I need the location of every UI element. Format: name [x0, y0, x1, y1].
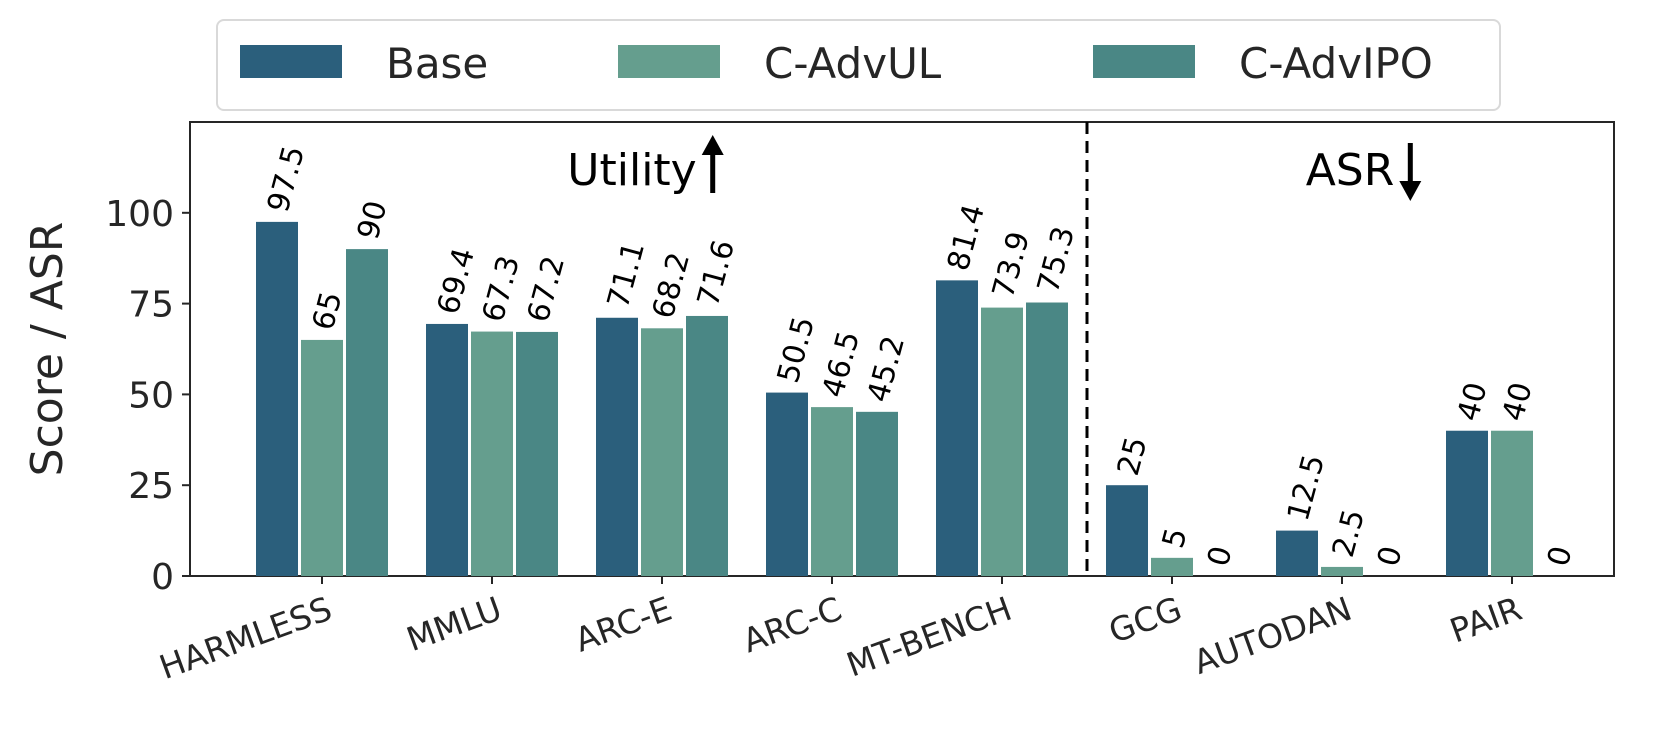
bar-base-mmlu: [426, 323, 468, 576]
y-tick-label: 25: [128, 466, 174, 507]
bar-c-advipo-harmless: [346, 249, 388, 576]
arrow-head: [1399, 181, 1422, 201]
bar-c-advul-arc-c: [811, 407, 853, 576]
bar-value-label: 67.3: [476, 252, 527, 326]
bar-value-label: 5: [1156, 524, 1195, 552]
bar-c-advul-autodan: [1321, 566, 1363, 576]
bar-c-advul-gcg: [1151, 557, 1193, 576]
y-tick-label: 0: [151, 557, 174, 598]
arrow-up-icon: [701, 135, 724, 193]
x-tick-label-arc-e: ARC-E: [570, 589, 677, 660]
bar-value-label: 69.4: [431, 244, 482, 318]
region-label-utility: Utility: [567, 145, 696, 196]
legend-swatch-base: [240, 45, 342, 78]
bar-value-label: 0: [1201, 543, 1240, 571]
bar-value-label: 2.5: [1326, 506, 1372, 561]
legend-swatch-c-advipo: [1093, 45, 1195, 78]
bar-c-advipo-mmlu: [516, 331, 558, 576]
bar-value-label: 46.5: [816, 328, 867, 402]
bar-value-label: 71.6: [691, 236, 742, 310]
x-tick-label-gcg: GCG: [1104, 589, 1187, 651]
bar-value-label: 67.2: [521, 252, 572, 326]
y-tick-label: 75: [128, 285, 174, 326]
bar-base-harmless: [256, 221, 298, 576]
bar-c-advul-harmless: [301, 339, 343, 576]
bar-base-mt-bench: [936, 280, 978, 576]
bar-value-label: 25: [1111, 433, 1155, 479]
bar-value-label: 71.1: [601, 238, 652, 312]
bar-c-advipo-arc-e: [686, 315, 728, 576]
bar-value-label: 90: [351, 197, 395, 243]
legend-label-c-advipo: C-AdvIPO: [1239, 39, 1433, 88]
bar-value-label: 12.5: [1281, 451, 1332, 525]
legend-swatch-c-advul: [618, 45, 720, 78]
bar-c-advul-mmlu: [471, 331, 513, 576]
bar-base-arc-c: [766, 392, 808, 576]
x-tick-label-arc-c: ARC-C: [738, 589, 847, 660]
bar-c-advul-arc-e: [641, 328, 683, 576]
bar-value-label: 45.2: [861, 332, 912, 406]
legend: Base C-AdvUL C-AdvIPO: [216, 19, 1501, 111]
arrow-head: [701, 135, 724, 155]
bar-c-advul-pair: [1491, 430, 1533, 576]
arrow-down-icon: [1399, 143, 1422, 201]
x-tick-label-mt-bench: MT-BENCH: [841, 589, 1016, 685]
bar-value-label: 40: [1496, 379, 1540, 425]
x-tick-label-mmlu: MMLU: [401, 589, 506, 659]
bar-value-label: 81.4: [941, 201, 992, 275]
y-axis-label: Score / ASR: [22, 222, 73, 477]
plot-frame: [189, 121, 1615, 577]
bar-value-label: 0: [1371, 543, 1410, 571]
bar-value-label: 68.2: [646, 249, 697, 323]
bar-c-advipo-arc-c: [856, 411, 898, 576]
bar-base-autodan: [1276, 530, 1318, 576]
bar-value-label: 73.9: [986, 228, 1037, 302]
x-tick-label-harmless: HARMLESS: [154, 589, 336, 687]
bar-c-advipo-mt-bench: [1026, 302, 1068, 576]
x-tick-label-autodan: AUTODAN: [1188, 589, 1356, 682]
bar-base-pair: [1446, 430, 1488, 576]
bar-base-gcg: [1106, 485, 1148, 576]
legend-label-base: Base: [386, 39, 488, 88]
bar-value-label: 75.3: [1031, 223, 1082, 297]
bar-value-label: 40: [1451, 379, 1495, 425]
y-tick-label: 100: [105, 194, 174, 235]
bar-c-advul-mt-bench: [981, 307, 1023, 576]
legend-label-c-advul: C-AdvUL: [764, 39, 942, 88]
y-tick-label: 50: [128, 375, 174, 416]
bar-value-label: 0: [1541, 543, 1580, 571]
bar-value-label: 65: [306, 288, 350, 334]
legend-frame: [216, 19, 1501, 111]
x-tick-label-pair: PAIR: [1445, 589, 1527, 651]
bar-base-arc-e: [596, 317, 638, 576]
bar-value-label: 50.5: [771, 313, 822, 387]
region-label-asr: ASR: [1306, 145, 1395, 196]
bar-value-label: 97.5: [261, 142, 312, 216]
